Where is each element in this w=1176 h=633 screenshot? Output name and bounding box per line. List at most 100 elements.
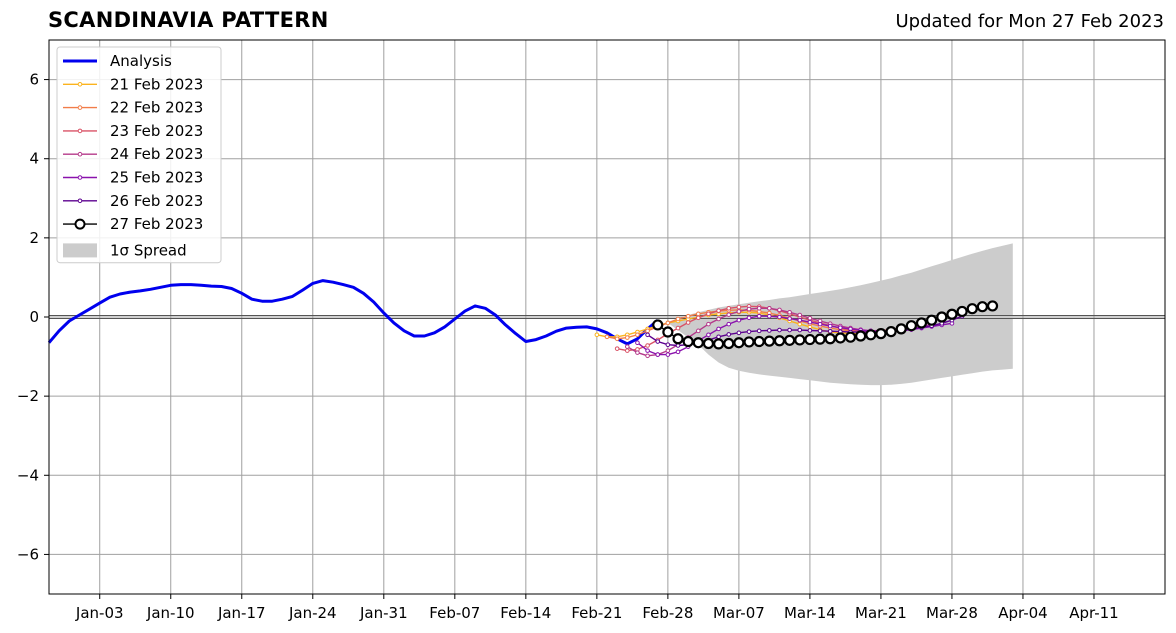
data-point (895, 323, 907, 335)
legend-marker (77, 175, 83, 180)
legend-label: 22 Feb 2023 (110, 99, 203, 117)
data-point (787, 316, 792, 321)
legend-label: 21 Feb 2023 (110, 75, 203, 93)
legend-label: Analysis (110, 52, 172, 70)
spread-layer (667, 243, 1013, 386)
data-point (604, 334, 610, 340)
data-point (635, 340, 640, 346)
spread-band (667, 243, 1013, 386)
x-tick-label: Mar-28 (926, 604, 978, 622)
data-point (682, 335, 694, 348)
legend-label: 27 Feb 2023 (110, 215, 203, 233)
data-point (726, 332, 732, 337)
legend-marker (77, 105, 83, 110)
data-point (814, 333, 826, 345)
x-tick-label: Mar-21 (855, 604, 907, 622)
x-tick-label: Jan-10 (146, 604, 195, 622)
data-point (834, 332, 846, 344)
data-point (635, 332, 640, 338)
data-point (946, 308, 958, 320)
data-point (692, 337, 704, 349)
data-point (614, 346, 620, 351)
data-point (662, 326, 674, 338)
x-tick-label: Mar-14 (784, 604, 836, 622)
data-point (645, 328, 650, 334)
data-point (804, 333, 816, 346)
data-point (767, 305, 772, 311)
x-tick-label: Feb-07 (429, 604, 480, 622)
legend-marker (74, 218, 86, 230)
legend-spread-swatch (63, 243, 97, 258)
data-point (875, 328, 887, 340)
chart-subtitle: Updated for Mon 27 Feb 2023 (895, 11, 1164, 32)
series-27-feb-2023 (652, 300, 999, 350)
legend-label: 24 Feb 2023 (110, 145, 203, 163)
data-point (784, 334, 796, 346)
data-point (716, 316, 721, 322)
data-point (807, 328, 813, 333)
series-layer (47, 279, 999, 359)
data-point (777, 307, 782, 313)
data-point (655, 339, 661, 344)
x-tick-label: Feb-21 (571, 604, 622, 622)
data-point (885, 326, 897, 338)
data-point (966, 303, 978, 315)
data-point (767, 328, 772, 333)
legend: Analysis 21 Feb 2023 22 Feb 2023 23 Feb 202… (56, 46, 222, 264)
data-point (645, 353, 650, 359)
data-point (936, 311, 948, 323)
y-tick-label: 2 (29, 229, 39, 247)
data-point (756, 328, 762, 334)
data-point (827, 323, 833, 329)
data-point (797, 327, 803, 333)
grid-layer (49, 40, 1165, 594)
y-tick-label: 0 (29, 308, 39, 326)
data-point (675, 316, 681, 322)
data-point (746, 315, 752, 321)
data-point (645, 343, 650, 348)
x-tick-label: Jan-03 (75, 604, 124, 622)
x-tick-label: Feb-28 (642, 604, 693, 622)
data-point (777, 327, 782, 333)
legend-marker (77, 151, 83, 157)
data-point (652, 319, 664, 331)
data-point (794, 334, 806, 346)
data-point (956, 305, 968, 318)
data-point (746, 306, 752, 312)
data-point (635, 350, 640, 355)
data-point (594, 332, 600, 338)
data-point (726, 312, 732, 317)
legend-marker (77, 198, 83, 204)
data-point (614, 336, 620, 342)
data-point (827, 328, 833, 334)
y-tick-label: −6 (17, 545, 39, 563)
data-point (624, 348, 630, 353)
series-line (47, 279, 659, 346)
data-point (736, 317, 742, 323)
data-point (986, 300, 999, 312)
x-tick-label: Jan-24 (288, 604, 337, 622)
data-point (675, 349, 681, 355)
data-point (665, 352, 671, 357)
data-point (753, 335, 765, 348)
data-point (773, 335, 786, 347)
data-point (685, 320, 691, 325)
data-point (716, 326, 721, 332)
data-point (716, 334, 721, 340)
data-point (723, 337, 735, 350)
data-point (624, 344, 630, 349)
data-point (777, 314, 782, 320)
data-point (696, 311, 701, 317)
data-point (763, 335, 775, 347)
data-point (838, 325, 843, 330)
legend-label: 1σ Spread (110, 241, 187, 259)
data-point (672, 333, 684, 345)
data-point (746, 329, 752, 334)
data-point (685, 313, 691, 319)
legend-label: 25 Feb 2023 (110, 169, 203, 187)
data-point (824, 333, 836, 345)
axes-layer: Jan-03 Jan-10 Jan-17 Jan-24 Jan-31 Feb-07 Feb-… (17, 39, 1166, 622)
legend-box (56, 46, 222, 264)
data-point (905, 320, 917, 332)
